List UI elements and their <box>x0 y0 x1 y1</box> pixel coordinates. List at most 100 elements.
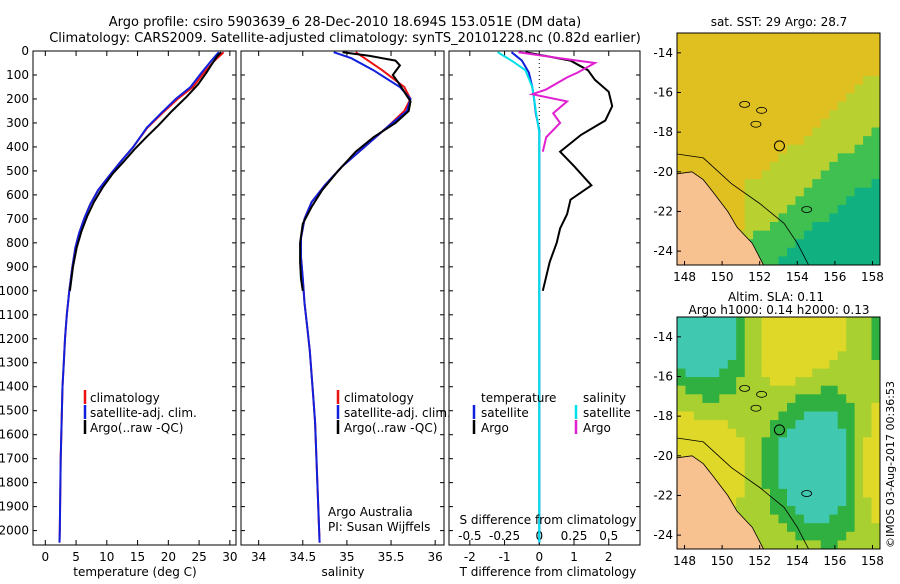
map-cell <box>710 84 720 94</box>
map-cell <box>854 488 864 498</box>
map-cell <box>710 334 720 344</box>
map-cell <box>837 420 847 430</box>
map-cell <box>753 523 763 533</box>
x-tick-label: 0 <box>535 550 543 564</box>
map-cell <box>702 170 712 180</box>
map-cell <box>812 67 822 77</box>
map-cell <box>710 136 720 146</box>
map-cell <box>770 497 779 507</box>
pi-text: PI: Susan Wijffels <box>328 520 430 534</box>
map-cell <box>837 411 847 421</box>
map-cell <box>778 342 788 352</box>
map-cell <box>837 161 847 171</box>
map-cell <box>770 84 779 94</box>
map-cell <box>770 230 779 240</box>
map-cell <box>829 110 839 120</box>
map-cell <box>693 101 703 111</box>
map-cell <box>803 360 813 370</box>
map-cell <box>693 67 703 77</box>
map-cell <box>846 351 856 361</box>
map-cell <box>727 76 737 86</box>
map-cell <box>719 480 729 490</box>
map-cell <box>863 445 873 455</box>
map-cell <box>736 351 746 361</box>
map-cell <box>693 93 703 103</box>
map-cell <box>820 50 830 60</box>
map-cell <box>820 385 830 395</box>
map-x-tick-label: 156 <box>823 270 846 284</box>
map-cell <box>829 67 839 77</box>
map-cell <box>803 377 813 387</box>
map-cell <box>685 325 695 335</box>
legend-label-argo: Argo(..raw -QC) <box>90 421 183 435</box>
map-cell <box>761 411 771 421</box>
map-cell <box>727 84 737 94</box>
map-cell <box>871 514 880 524</box>
map-cell <box>727 420 737 430</box>
y-tick-label: 1500 <box>0 404 29 418</box>
map-cell <box>787 153 796 163</box>
map-cell <box>693 84 703 94</box>
map-cell <box>736 360 746 370</box>
map-cell <box>812 213 822 223</box>
map-cell <box>787 144 796 154</box>
map-cell <box>761 110 771 120</box>
map-cell <box>702 127 712 137</box>
map-cell <box>846 239 856 249</box>
map-cell <box>710 93 720 103</box>
map-cell <box>710 317 720 327</box>
map-cell <box>719 196 729 206</box>
map-cell <box>685 153 695 163</box>
map-cell <box>702 161 712 171</box>
map-cell <box>846 33 856 43</box>
map-cell <box>778 394 788 404</box>
map-cell <box>787 394 796 404</box>
map-cell <box>719 394 729 404</box>
map-cell <box>685 351 695 361</box>
map-cell <box>727 437 737 447</box>
map-cell <box>719 161 729 171</box>
map-cell <box>761 179 771 189</box>
map-cell <box>846 50 856 60</box>
map-cell <box>693 41 703 51</box>
map-cell <box>685 368 695 378</box>
map-cell <box>778 118 788 128</box>
map-cell <box>863 351 873 361</box>
map-cell <box>837 101 847 111</box>
map-cell <box>854 196 864 206</box>
map-cell <box>761 187 771 197</box>
map-cell <box>803 317 813 327</box>
x-top-tick-label: 0.25 <box>561 529 588 543</box>
map-cell <box>871 394 880 404</box>
map-cell <box>727 368 737 378</box>
map-cell <box>693 110 703 120</box>
salinity-x-label: salinity <box>321 565 364 579</box>
map-cell <box>871 325 880 335</box>
map-cell <box>871 351 880 361</box>
map-cell <box>837 531 847 541</box>
map-cell <box>837 127 847 137</box>
map-cell <box>693 76 703 86</box>
map-cell <box>837 118 847 128</box>
map-cell <box>736 213 746 223</box>
map-cell <box>871 161 880 171</box>
map-cell <box>803 385 813 395</box>
map-cell <box>812 161 822 171</box>
map-cell <box>803 127 813 137</box>
map-cell <box>846 325 856 335</box>
map-cell <box>863 480 873 490</box>
y-tick-label: 100 <box>6 68 29 82</box>
map-cell <box>837 506 847 516</box>
map-cell <box>829 385 839 395</box>
map-cell <box>685 394 695 404</box>
map-cell <box>829 101 839 111</box>
map-cell <box>812 523 822 533</box>
map-cell <box>787 247 796 257</box>
map-cell <box>812 101 822 111</box>
map-cell <box>736 136 746 146</box>
map-cell <box>863 204 873 214</box>
map-cell <box>753 118 763 128</box>
map-cell <box>736 41 746 51</box>
map-cell <box>846 411 856 421</box>
map-cell <box>829 377 839 387</box>
